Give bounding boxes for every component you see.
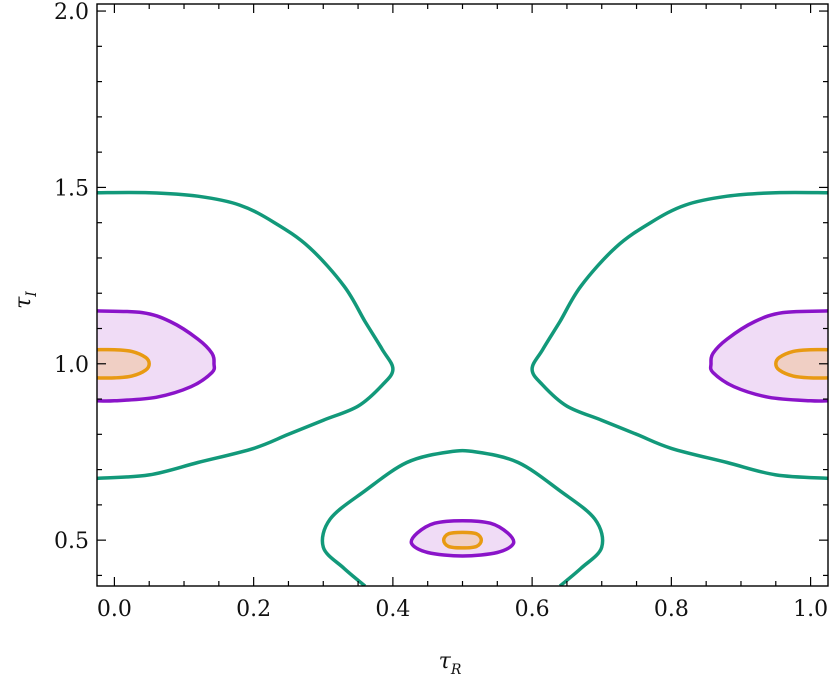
x-tick-label: 0.2	[236, 597, 271, 622]
y-tick-label: 0.5	[54, 529, 89, 554]
contour-line-outer	[320, 448, 605, 586]
x-tick-label: 1.0	[793, 597, 828, 622]
ticks-layer: 0.0 0.2 0.4 0.6 0.8 1.0 0.5 1.0 1.5 2.0	[54, 0, 828, 622]
x-tick-label: 0.6	[515, 597, 550, 622]
x-tick-label: 0.0	[97, 597, 132, 622]
contour-line-outer	[530, 190, 828, 481]
contour-line-inner	[97, 347, 151, 380]
contour-line-middle	[97, 309, 217, 403]
contour-line-inner	[441, 530, 484, 550]
contour-fill-inner	[775, 349, 828, 379]
contour-line-outer	[97, 190, 395, 481]
y-axis-label: τI	[11, 291, 40, 309]
y-tick-label: 1.0	[54, 353, 89, 378]
plot-frame	[96, 3, 829, 587]
x-axis-label: τR	[439, 649, 462, 678]
y-tick-label: 2.0	[54, 0, 89, 25]
x-tick-label: 0.8	[654, 597, 689, 622]
x-tick-label: 0.4	[375, 597, 410, 622]
contour-line-inner	[774, 347, 828, 380]
contour-fill-inner	[97, 349, 150, 379]
contour-line-middle	[409, 518, 516, 558]
contour-layer	[97, 190, 828, 586]
y-tick-label: 1.5	[54, 176, 89, 201]
contour-line-middle	[708, 309, 828, 403]
contour-fill-inner	[443, 532, 482, 548]
